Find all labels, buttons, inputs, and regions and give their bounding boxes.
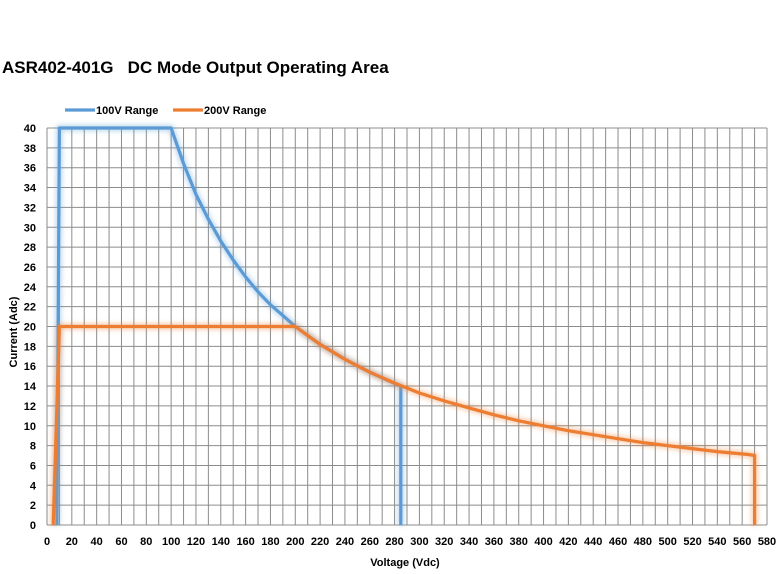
x-axis-ticks: 0 20 40 60 80 100 120 140 160 180 200 220 240 260 280 3… (44, 536, 776, 548)
x-tick-label: 520 (683, 536, 701, 548)
x-tick-label: 140 (212, 536, 230, 548)
x-tick-label: 440 (584, 536, 602, 548)
legend: 100V Range 200V Range (65, 105, 266, 117)
x-tick-label: 560 (733, 536, 751, 548)
x-tick-label: 240 (336, 536, 354, 548)
x-tick-label: 500 (659, 536, 677, 548)
x-tick-label: 460 (609, 536, 627, 548)
x-tick-label: 60 (115, 536, 127, 548)
chart-title: ASR402-401G DC Mode Output Operating Are… (2, 58, 389, 77)
x-tick-label: 360 (485, 536, 503, 548)
y-tick-label: 28 (24, 242, 36, 254)
x-tick-label: 0 (44, 536, 50, 548)
x-tick-label: 120 (187, 536, 205, 548)
y-tick-label: 34 (24, 183, 37, 195)
x-tick-label: 400 (534, 536, 552, 548)
y-tick-label: 10 (24, 421, 36, 433)
y-tick-label: 18 (24, 341, 36, 353)
y-tick-label: 6 (30, 460, 36, 472)
y-tick-label: 20 (24, 322, 36, 334)
series-lines (49, 124, 759, 526)
x-tick-label: 480 (634, 536, 652, 548)
series-line-200v-range (51, 324, 757, 526)
x-tick-label: 300 (410, 536, 428, 548)
x-tick-label: 200 (286, 536, 304, 548)
y-tick-label: 12 (24, 401, 36, 413)
x-tick-label: 40 (91, 536, 103, 548)
x-tick-label: 180 (261, 536, 279, 548)
y-tick-label: 16 (24, 361, 36, 373)
x-tick-label: 160 (236, 536, 254, 548)
x-tick-label: 20 (66, 536, 78, 548)
y-tick-label: 36 (24, 163, 36, 175)
y-tick-label: 26 (24, 262, 36, 274)
y-tick-label: 32 (24, 202, 36, 214)
y-tick-label: 4 (30, 480, 37, 492)
x-tick-label: 380 (510, 536, 528, 548)
legend-label-200v-range: 200V Range (204, 105, 266, 117)
x-tick-label: 340 (460, 536, 478, 548)
y-tick-label: 38 (24, 143, 36, 155)
x-tick-label: 420 (559, 536, 577, 548)
x-tick-label: 260 (361, 536, 379, 548)
y-tick-label: 22 (24, 302, 36, 314)
x-tick-label: 280 (385, 536, 403, 548)
x-tick-label: 100 (162, 536, 180, 548)
y-tick-label: 24 (24, 282, 37, 294)
y-tick-label: 30 (24, 222, 36, 234)
x-tick-label: 80 (140, 536, 152, 548)
y-tick-label: 40 (24, 123, 36, 135)
x-tick-label: 220 (311, 536, 329, 548)
x-tick-label: 320 (435, 536, 453, 548)
x-tick-label: 580 (758, 536, 776, 548)
y-tick-label: 2 (30, 500, 36, 512)
y-tick-label: 8 (30, 441, 36, 453)
x-tick-label: 540 (708, 536, 726, 548)
y-axis-title: Current (Adc) (8, 296, 20, 367)
y-tick-label: 0 (30, 520, 36, 532)
y-tick-label: 14 (24, 381, 37, 393)
x-axis-title: Voltage (Vdc) (370, 557, 440, 569)
legend-label-100v-range: 100V Range (96, 105, 158, 117)
